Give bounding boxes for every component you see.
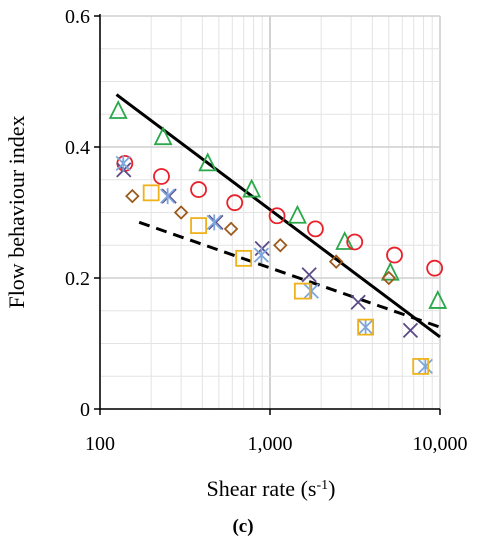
- axes: 0 0.2 0.4 0.6 100 1,000 10,000: [65, 6, 468, 455]
- circle-point: [153, 168, 170, 185]
- figure-caption: (c): [232, 516, 254, 537]
- x-point: [402, 322, 419, 339]
- circle-point: [226, 194, 244, 212]
- square-point: [142, 184, 160, 202]
- circle-point: [307, 220, 324, 238]
- y-tick-label: 0.4: [65, 137, 90, 159]
- fit-lines: [115, 93, 441, 339]
- diamond-point: [125, 188, 140, 204]
- circle-point: [190, 181, 207, 198]
- x-tick-label: 1,000: [248, 433, 293, 455]
- square-point: [190, 217, 207, 235]
- y-axis-title: Flow behaviour index: [4, 115, 29, 308]
- asterisk-point: [115, 155, 131, 172]
- x-point: [350, 294, 366, 310]
- square-point: [235, 249, 253, 267]
- diamond-point: [273, 237, 288, 253]
- flow-behaviour-chart: 0 0.2 0.4 0.6 100 1,000 10,000 Shear rate (s-1…: [4, 6, 468, 501]
- square-point: [412, 358, 430, 375]
- square-point: [293, 282, 311, 300]
- circle-point: [386, 246, 403, 264]
- triangle-point: [335, 230, 355, 250]
- asterisk-point: [357, 319, 374, 336]
- triangle-point: [242, 178, 262, 198]
- x-point: [208, 214, 224, 230]
- diamond-point: [223, 221, 239, 237]
- solid-fit-line: [115, 93, 441, 339]
- triangle-point: [380, 261, 400, 281]
- triangle-point: [198, 152, 218, 172]
- diamond-point: [381, 270, 397, 286]
- square-point: [357, 318, 374, 336]
- asterisk-point: [417, 358, 433, 375]
- x-point: [301, 267, 317, 283]
- asterisk-point: [160, 188, 176, 205]
- x-tick-label: 100: [85, 433, 115, 455]
- grid: [99, 15, 441, 410]
- triangle-point: [287, 204, 307, 224]
- asterisk-point: [303, 283, 319, 300]
- asterisk-point: [206, 214, 222, 231]
- triangle-point: [153, 126, 173, 146]
- circle-point: [426, 259, 444, 277]
- diamond-point: [328, 254, 344, 269]
- y-tick-label: 0: [80, 399, 90, 421]
- asterisk-point: [253, 247, 270, 264]
- x-point: [161, 188, 177, 204]
- y-tick-label: 0.2: [65, 268, 90, 290]
- diamond-point: [173, 205, 189, 220]
- data-points: [108, 99, 448, 375]
- x-tick-label: 10,000: [413, 433, 468, 455]
- circle-point: [346, 233, 364, 251]
- y-tick-label: 0.6: [65, 6, 90, 28]
- triangle-point: [108, 99, 128, 119]
- triangle-point: [428, 289, 448, 309]
- circle-point: [268, 207, 286, 225]
- x-axis-title: Shear rate (s-1): [207, 476, 336, 501]
